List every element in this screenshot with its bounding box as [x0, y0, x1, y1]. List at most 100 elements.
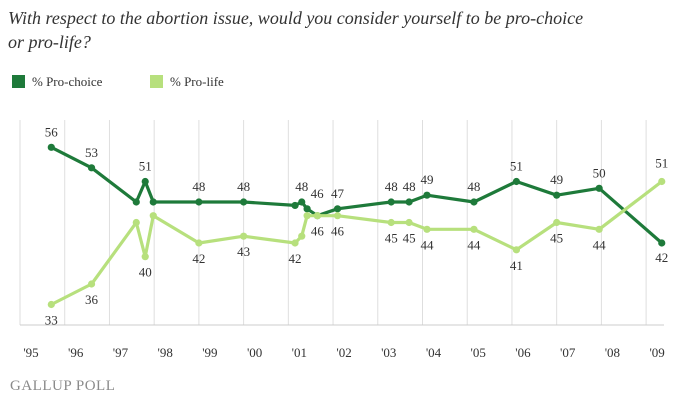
data-point-pro-life: [553, 218, 561, 227]
data-label-pro-choice: 48: [385, 179, 398, 194]
data-point-pro-choice: [470, 198, 478, 206]
data-label-pro-life: 36: [85, 292, 99, 307]
x-tick-label: '99: [202, 345, 217, 360]
data-label-pro-choice: 48: [237, 179, 250, 194]
chart-axes: '95 '96 '97 '98 '99 '00 '01 '02 '03 '04 '05 '06 '07 '…: [20, 324, 665, 360]
chart-title-line-2: or pro-life?: [8, 32, 91, 52]
data-label-pro-choice: 51: [510, 159, 523, 174]
data-label-pro-life: 44: [420, 237, 434, 252]
data-label-pro-choice: 48: [403, 179, 416, 194]
data-point-pro-choice: [141, 177, 149, 186]
data-point-pro-life: [141, 253, 149, 261]
data-label-pro-choice: 51: [139, 159, 152, 174]
legend-label-pro-choice: % Pro-choice: [32, 74, 103, 89]
data-point-pro-life: [405, 218, 413, 227]
data-point-pro-choice: [405, 198, 413, 206]
data-label-pro-life: 42: [192, 251, 205, 266]
data-point-pro-life: [303, 212, 311, 220]
chart-title-line-1: With respect to the abortion issue, woul…: [8, 8, 584, 28]
gallup-poll-logo: GALLUP POLL: [10, 378, 116, 394]
data-label-pro-choice: 50: [593, 165, 606, 180]
data-point-pro-choice: [553, 191, 561, 199]
data-point-pro-life: [387, 218, 395, 227]
data-point-pro-life: [47, 300, 55, 309]
data-point-pro-choice: [298, 198, 306, 206]
data-point-pro-life: [333, 212, 342, 220]
data-label-pro-choice: 56: [45, 124, 59, 139]
series-line-pro-choice: [49, 145, 664, 245]
legend-swatch-pro-life: [150, 75, 163, 88]
data-label-pro-choice: 47: [331, 186, 345, 201]
legend-swatch-pro-choice: [12, 75, 25, 88]
data-label-pro-choice: 53: [85, 145, 98, 160]
data-label-pro-choice: 48: [295, 179, 308, 194]
data-point-pro-life: [195, 239, 203, 247]
data-point-pro-life: [291, 239, 299, 247]
x-tick-label: '07: [560, 345, 576, 360]
data-point-pro-choice: [658, 239, 666, 247]
x-tick-label: '06: [515, 345, 531, 360]
data-point-pro-life: [149, 212, 157, 220]
x-tick-label: '08: [605, 345, 620, 360]
x-tick-label: '01: [292, 345, 307, 360]
data-point-pro-life: [470, 225, 478, 233]
data-point-pro-life: [313, 212, 322, 220]
data-label-pro-life: 46: [311, 224, 325, 239]
legend-item-pro-choice: % Pro-choice: [12, 74, 102, 90]
data-label-pro-choice: 48: [192, 179, 205, 194]
data-point-pro-choice: [291, 201, 299, 210]
legend-label-pro-life: % Pro-life: [170, 74, 224, 89]
data-point-pro-choice: [87, 164, 96, 172]
data-point-pro-choice: [595, 184, 603, 192]
data-label-pro-life: 45: [550, 231, 563, 246]
data-point-pro-choice: [195, 198, 203, 206]
data-label-pro-life: 51: [655, 156, 668, 171]
data-label-pro-life: 46: [331, 224, 345, 239]
data-point-pro-choice: [240, 198, 248, 206]
data-point-pro-choice: [47, 143, 55, 151]
data-point-pro-choice: [149, 198, 157, 206]
x-tick-label: '97: [113, 345, 129, 360]
data-label-pro-life: 40: [139, 265, 152, 280]
data-point-pro-choice: [132, 198, 140, 206]
x-tick-label: '05: [471, 345, 486, 360]
data-label-pro-life: 45: [385, 231, 398, 246]
legend-item-pro-life: % Pro-life: [150, 74, 224, 90]
x-tick-label: '03: [381, 345, 396, 360]
data-point-pro-life: [512, 246, 521, 254]
data-point-pro-life: [658, 177, 666, 186]
x-tick-label: '95: [23, 345, 38, 360]
data-point-pro-choice: [303, 205, 311, 213]
data-label-pro-choice: 42: [655, 250, 668, 265]
chart-title: With respect to the abortion issue, woul…: [8, 6, 668, 54]
data-label-pro-life: 43: [237, 244, 250, 259]
data-label-pro-life: 45: [403, 231, 416, 246]
data-label-pro-choice: 48: [467, 179, 480, 194]
x-tick-label: '09: [649, 345, 664, 360]
data-label-pro-choice: 49: [420, 172, 433, 187]
data-label-pro-choice: 49: [550, 172, 563, 187]
data-label-pro-life: 33: [45, 313, 58, 328]
chart-gridlines: [19, 120, 647, 325]
data-label-pro-life: 44: [467, 237, 481, 252]
x-tick-label: '04: [426, 345, 442, 360]
data-point-pro-choice: [333, 205, 342, 213]
data-label-pro-life: 42: [289, 251, 302, 266]
data-point-pro-life: [87, 280, 96, 288]
x-tick-label: '02: [336, 345, 351, 360]
data-point-pro-life: [423, 225, 431, 233]
data-label-pro-life: 41: [510, 258, 523, 273]
data-point-pro-life: [240, 232, 248, 240]
data-label-pro-choice: 46: [311, 186, 325, 201]
x-tick-label: '00: [247, 345, 262, 360]
data-point-pro-choice: [387, 198, 395, 206]
x-tick-label: '96: [68, 345, 84, 360]
data-point-pro-life: [298, 232, 306, 240]
series-line-pro-life: [49, 179, 664, 307]
x-tick-label: '98: [157, 345, 172, 360]
chart-series: [47, 143, 666, 309]
data-point-pro-choice: [512, 177, 521, 186]
data-point-pro-choice: [423, 191, 431, 199]
